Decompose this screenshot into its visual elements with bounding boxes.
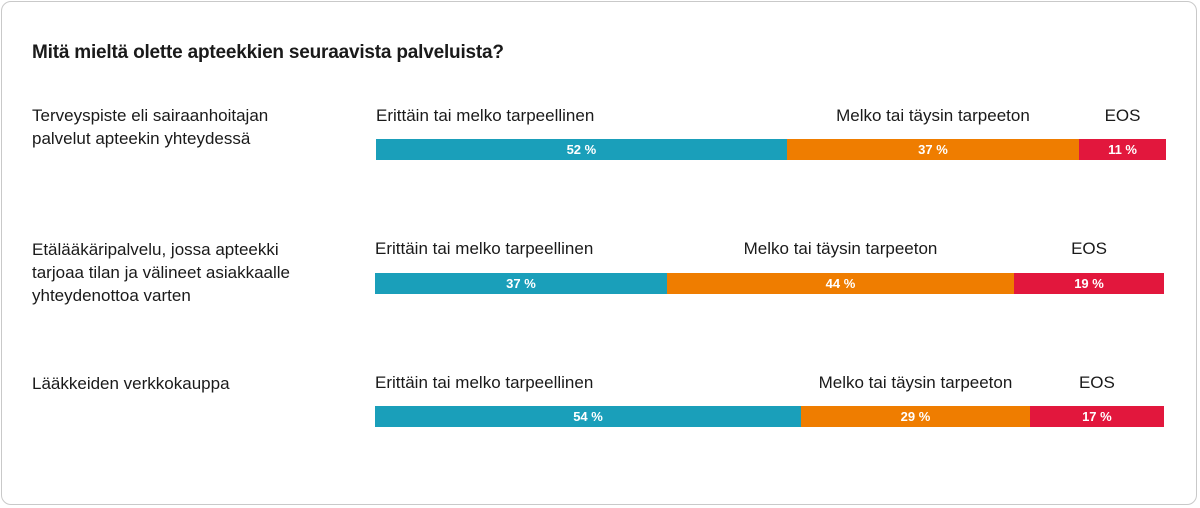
category-label-positive: Erittäin tai melko tarpeellinen: [375, 239, 594, 258]
category-label-negative: Melko tai täysin tarpeeton: [836, 106, 1030, 125]
row-label-line: tarjoaa tilan ja välineet asiakkaalle: [32, 263, 290, 282]
bar-segment-positive: 52 %: [376, 139, 787, 160]
bar-segment-negative: 37 %: [786, 139, 1080, 160]
category-label-negative: Melko tai täysin tarpeeton: [743, 239, 938, 258]
bar-segment-eos: 17 %: [1029, 406, 1164, 427]
bar-segment-eos: 11 %: [1079, 139, 1166, 160]
row-label-line: Etälääkäripalvelu, jossa apteekki: [32, 240, 279, 259]
row-label-line: Lääkkeiden verkkokauppa: [32, 374, 230, 393]
row-label-1: Terveyspiste eli sairaanhoitajan palvelut…: [32, 104, 332, 150]
bar-segment-negative: 44 %: [666, 273, 1015, 294]
row-label-line: Terveyspiste eli sairaanhoitajan: [32, 106, 269, 125]
bar-segment-eos: 19 %: [1014, 273, 1164, 294]
stacked-bar-1: 52 % 37 % 11 %: [376, 139, 1166, 160]
row-label-3: Lääkkeiden verkkokauppa: [32, 372, 332, 395]
stacked-bar-3: 54 % 29 % 17 %: [375, 406, 1164, 427]
category-label-positive: Erittäin tai melko tarpeellinen: [375, 373, 594, 392]
category-label-negative: Melko tai täysin tarpeeton: [818, 373, 1013, 392]
row-label-line: yhteydenottoa varten: [32, 286, 191, 305]
bar-segment-positive: 37 %: [375, 273, 667, 294]
category-label-eos: EOS: [1071, 239, 1107, 258]
chart-title: Mitä mieltä olette apteekkien seuraavist…: [32, 42, 504, 63]
bar-segment-positive: 54 %: [375, 406, 802, 427]
category-label-eos: EOS: [1104, 106, 1141, 125]
row-label-2: Etälääkäripalvelu, jossa apteekki tarjoaa…: [32, 238, 332, 307]
category-label-eos: EOS: [1078, 373, 1115, 392]
stacked-bar-2: 37 % 44 % 19 %: [375, 273, 1164, 294]
bar-segment-negative: 29 %: [801, 406, 1030, 427]
row-label-line: palvelut apteekin yhteydessä: [32, 129, 251, 148]
category-label-positive: Erittäin tai melko tarpeellinen: [376, 106, 595, 125]
